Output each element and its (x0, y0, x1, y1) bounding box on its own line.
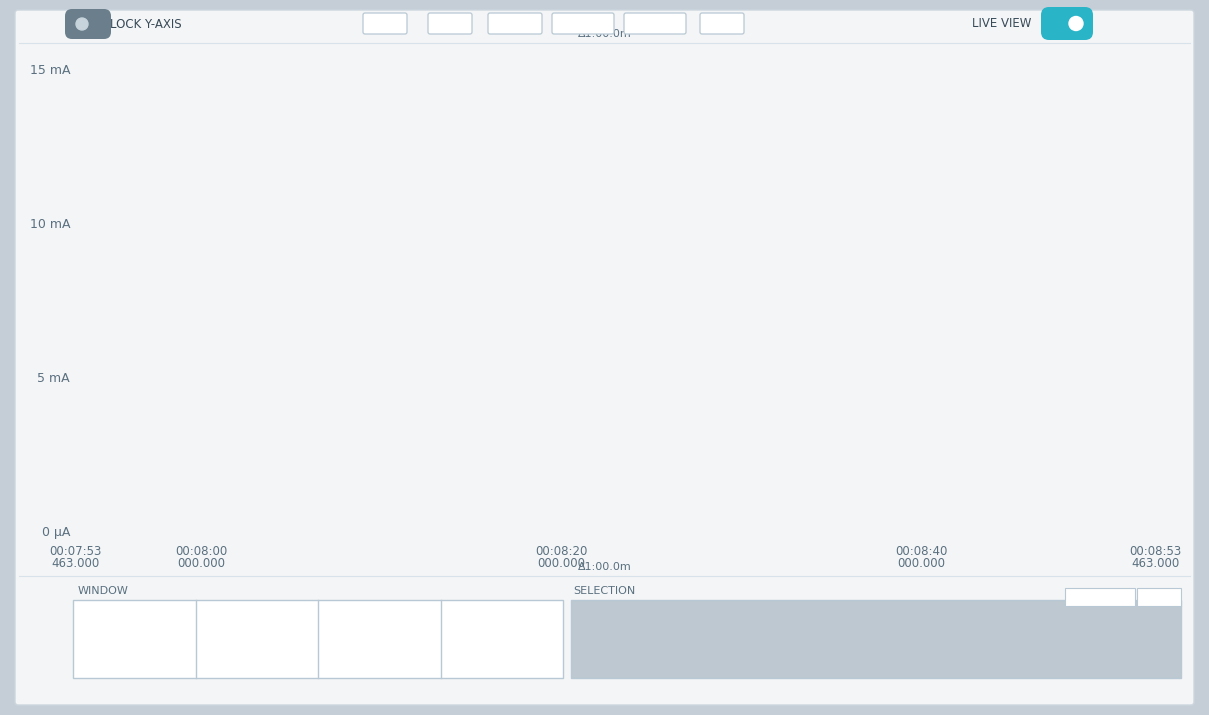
Text: 1min: 1min (568, 17, 598, 30)
Text: 0 μA: 0 μA (41, 526, 70, 539)
Text: 1:00.0: 1:00.0 (335, 616, 424, 644)
Text: SELECTION: SELECTION (573, 586, 635, 596)
Text: 000.000: 000.000 (897, 557, 945, 570)
Text: average: average (110, 658, 158, 671)
Text: 00:08:00: 00:08:00 (175, 545, 227, 558)
Text: 10 mA: 10 mA (29, 218, 70, 231)
Text: μA: μA (151, 618, 168, 631)
Text: 10min: 10min (636, 17, 673, 30)
Text: charge: charge (481, 658, 522, 671)
Text: CLEAR: CLEAR (1143, 592, 1176, 602)
Text: 17.25: 17.25 (94, 616, 174, 644)
FancyBboxPatch shape (553, 13, 614, 34)
Text: WINDOW: WINDOW (79, 586, 129, 596)
Text: 00:07:53: 00:07:53 (48, 545, 102, 558)
Bar (1065, 588, 1135, 606)
Text: 5 mA: 5 mA (37, 372, 70, 385)
Bar (73, 600, 563, 678)
Text: m: m (400, 618, 412, 631)
Text: 00:08:40: 00:08:40 (895, 545, 947, 558)
Text: 3s: 3s (444, 17, 457, 30)
Text: mA: mA (274, 618, 295, 631)
Text: LIVE VIEW: LIVE VIEW (972, 17, 1031, 30)
Text: Hold SHIFT+LEFT CLICK and DRAG to make a selection: Hold SHIFT+LEFT CLICK and DRAG to make a… (705, 633, 1047, 646)
FancyBboxPatch shape (428, 13, 472, 34)
Text: LOCK Y-AXIS: LOCK Y-AXIS (110, 17, 181, 31)
Text: 463.000: 463.000 (1130, 557, 1179, 570)
Text: max: max (244, 658, 270, 671)
Circle shape (76, 18, 88, 30)
FancyBboxPatch shape (65, 9, 111, 39)
Text: SELECT ALL: SELECT ALL (1070, 592, 1130, 602)
Text: 12.45: 12.45 (218, 616, 296, 644)
Text: 10s: 10s (504, 17, 526, 30)
Text: Δ1:00.0m: Δ1:00.0m (578, 562, 631, 572)
Text: mC: mC (516, 618, 537, 631)
Text: 15 mA: 15 mA (29, 64, 70, 77)
Text: 00:08:20: 00:08:20 (534, 545, 588, 558)
Text: 000.000: 000.000 (537, 557, 585, 570)
FancyBboxPatch shape (624, 13, 686, 34)
Text: 1h: 1h (715, 17, 729, 30)
FancyBboxPatch shape (488, 13, 542, 34)
Bar (1136, 588, 1181, 606)
Text: 000.000: 000.000 (177, 557, 225, 570)
FancyBboxPatch shape (363, 13, 407, 34)
Text: 1.03: 1.03 (470, 616, 533, 644)
FancyBboxPatch shape (700, 13, 744, 34)
Text: 00:08:53: 00:08:53 (1129, 545, 1181, 558)
Text: 1s: 1s (378, 17, 392, 30)
Bar (19, 14, 1190, 42)
FancyBboxPatch shape (1041, 7, 1093, 40)
Circle shape (1069, 16, 1083, 31)
Text: Δ1:00.0m: Δ1:00.0m (578, 29, 631, 39)
Text: time: time (366, 658, 393, 671)
FancyBboxPatch shape (15, 10, 1194, 705)
Text: 463.000: 463.000 (51, 557, 99, 570)
Bar (571, 600, 1181, 678)
